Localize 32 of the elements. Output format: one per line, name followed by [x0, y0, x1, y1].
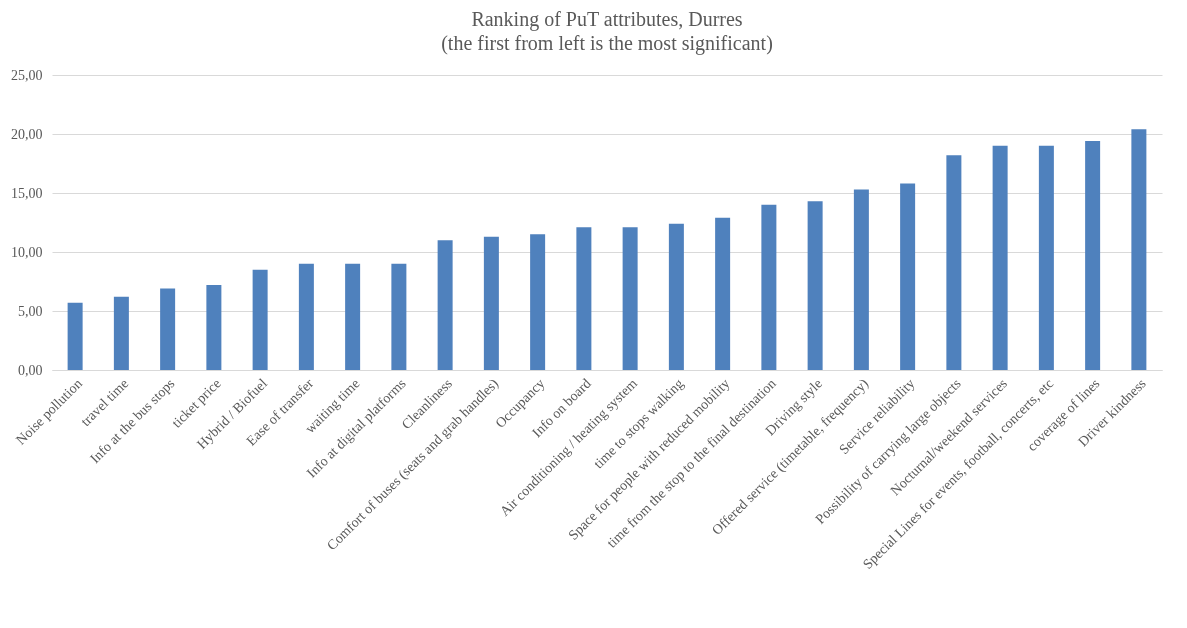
chart-subtitle: (the first from left is the most significant) [441, 32, 773, 55]
bar [437, 240, 453, 370]
bar [160, 288, 176, 370]
bar [345, 263, 361, 370]
bar [252, 269, 268, 370]
bar [576, 227, 592, 370]
bar [761, 204, 777, 370]
bar [391, 263, 407, 370]
bar [298, 263, 314, 370]
bar [206, 285, 222, 370]
y-tick-label: 0,00 [18, 362, 43, 378]
chart-title: Ranking of PuT attributes, Durres [471, 8, 743, 31]
bar [715, 217, 731, 370]
y-tick-label: 15,00 [11, 185, 43, 201]
bar [946, 155, 962, 370]
bar [992, 145, 1008, 370]
y-tick-label: 25,00 [11, 67, 43, 83]
bar [1131, 129, 1147, 370]
bar [530, 234, 546, 370]
bar [67, 302, 83, 370]
bar [1085, 141, 1101, 370]
bar [1038, 145, 1054, 370]
y-tick-label: 10,00 [11, 244, 43, 260]
bar [853, 189, 869, 370]
bar [807, 201, 823, 370]
bar [483, 236, 499, 370]
bar [668, 223, 684, 370]
bar [900, 183, 916, 370]
bar [113, 296, 129, 370]
bar [622, 227, 638, 370]
y-tick-label: 5,00 [18, 303, 43, 319]
y-tick-label: 20,00 [11, 126, 43, 142]
